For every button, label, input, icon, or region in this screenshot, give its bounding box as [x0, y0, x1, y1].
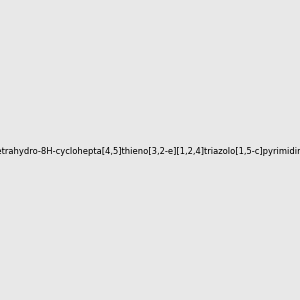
Text: 2-(9,10,11,12-tetrahydro-8H-cyclohepta[4,5]thieno[3,2-e][1,2,4]triazolo[1,5-c]py: 2-(9,10,11,12-tetrahydro-8H-cyclohepta[4…	[0, 147, 300, 156]
